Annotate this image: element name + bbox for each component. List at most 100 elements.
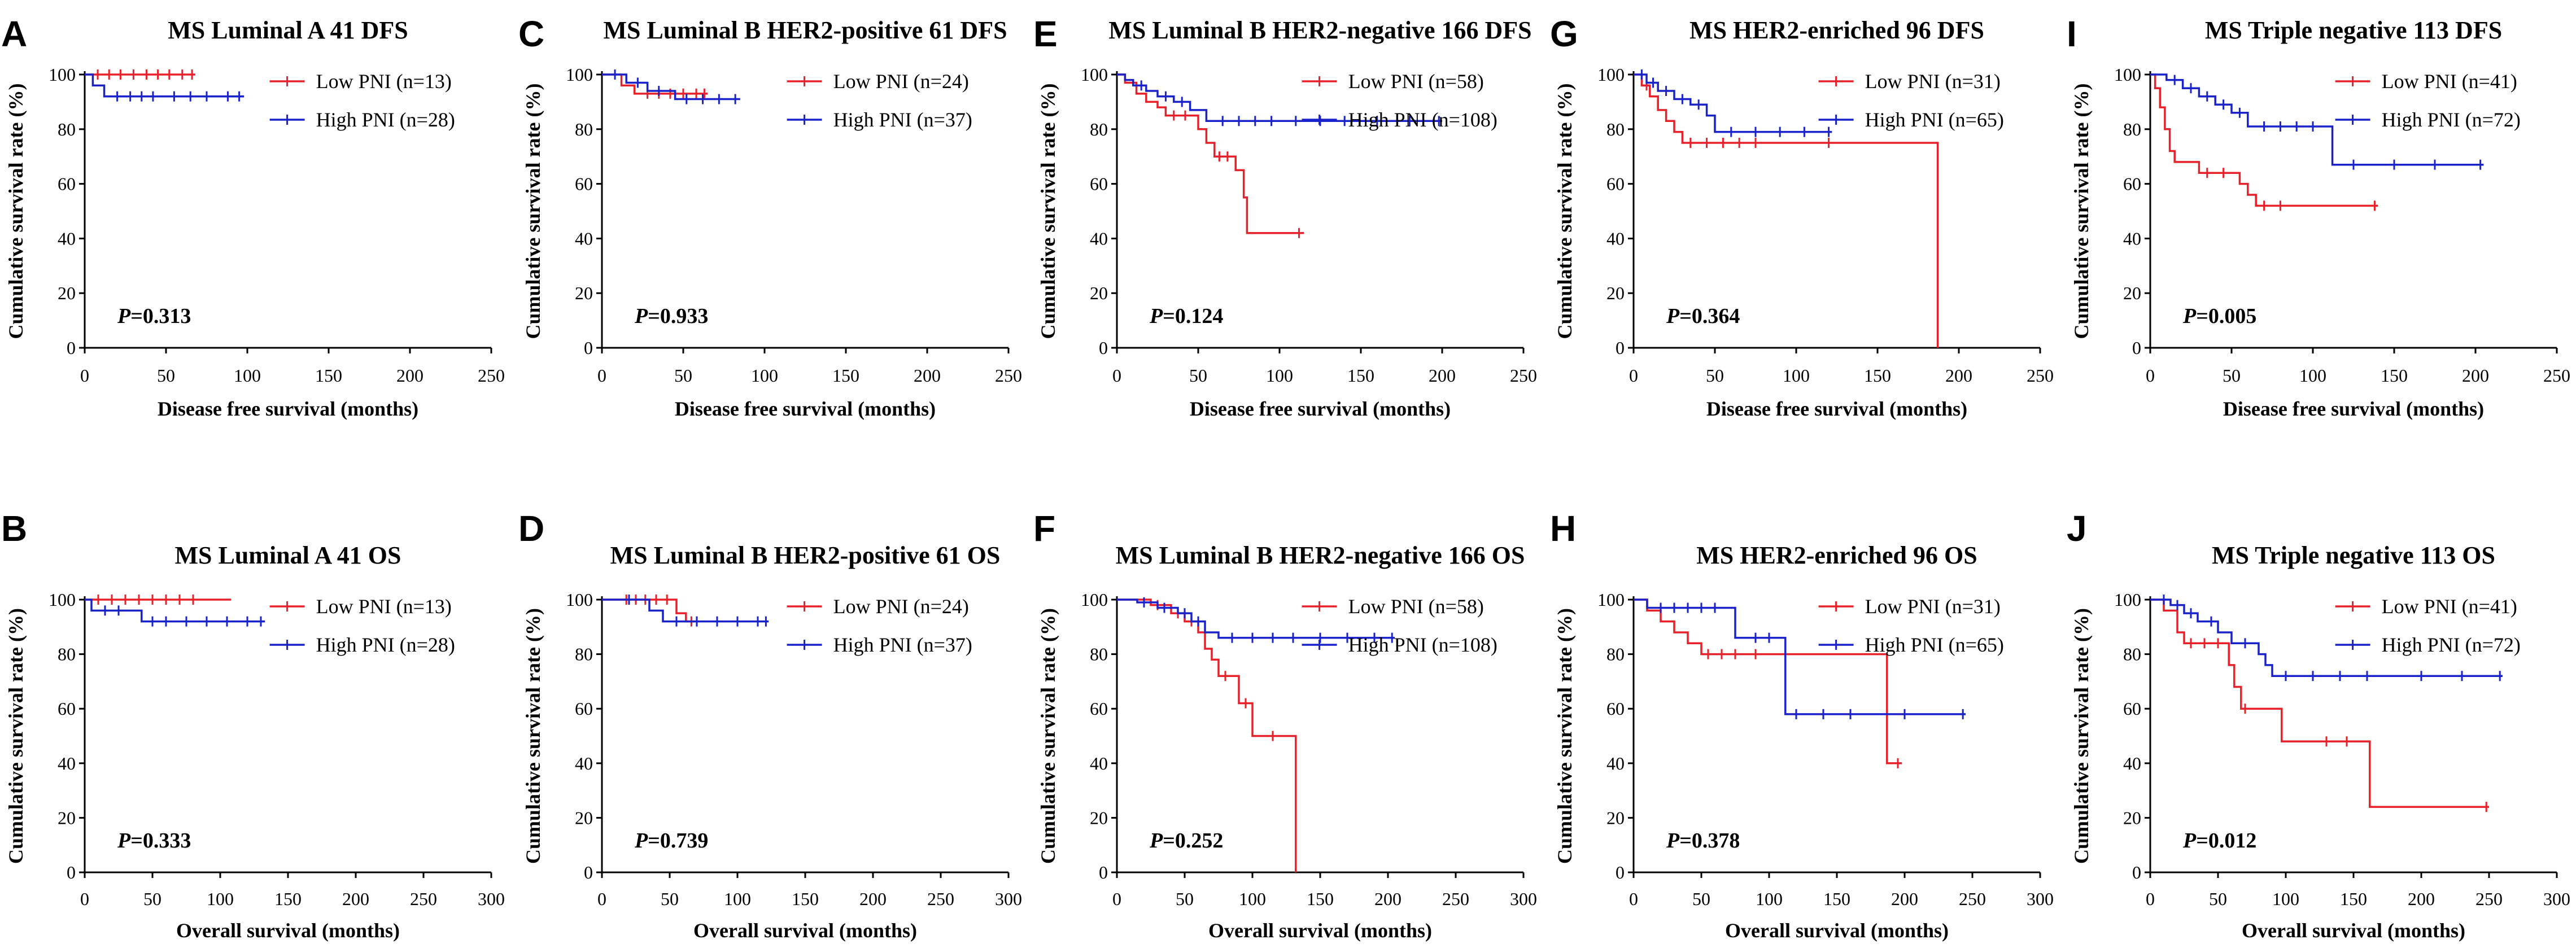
- y-tick-label: 80: [1090, 644, 1108, 665]
- x-axis-label: Overall survival (months): [1725, 919, 1949, 942]
- chart-title: MS Luminal A 41 OS: [174, 541, 401, 569]
- survival-curve: [2150, 598, 2489, 808]
- legend-label: High PNI (n=28): [316, 634, 455, 656]
- legend-label: Low PNI (n=31): [1865, 595, 2001, 618]
- x-tick-label: 150: [1347, 365, 1374, 386]
- panel-letter: B: [1, 508, 27, 549]
- y-axis-label: Cumulative survival rate (%): [5, 608, 27, 864]
- y-tick-label: 0: [1099, 862, 1108, 883]
- panel-i: I MS Triple negative 113 DFS 0 20 40 60 80 100 0…: [2067, 14, 2570, 420]
- survival-curve: [602, 598, 769, 623]
- y-tick-label: 20: [575, 283, 593, 303]
- x-tick-label: 200: [859, 889, 887, 909]
- x-tick-label: 250: [1442, 889, 1469, 909]
- series-high-pni: High PNI (n=65): [1634, 598, 2004, 719]
- x-tick-label: 100: [2299, 365, 2326, 386]
- panel-letter: G: [1550, 14, 1578, 54]
- x-tick-label: 0: [597, 889, 606, 909]
- x-tick-label: 300: [995, 889, 1022, 909]
- x-tick-label: 250: [2027, 365, 2054, 386]
- p-value: =0.933: [648, 304, 708, 328]
- y-tick-label: 20: [58, 807, 76, 828]
- x-tick-label: 0: [1112, 365, 1121, 386]
- p-value: =0.333: [130, 829, 191, 853]
- y-tick-label: 20: [575, 807, 593, 828]
- x-tick-label: 50: [661, 889, 679, 909]
- y-tick-label: 60: [1606, 174, 1625, 194]
- x-tick-label: 300: [2543, 889, 2570, 909]
- x-tick-label: 250: [410, 889, 437, 909]
- y-tick-label: 20: [58, 283, 76, 303]
- x-tick-label: 150: [2340, 889, 2367, 909]
- y-tick-label: 60: [575, 698, 593, 719]
- x-tick-label: 50: [1706, 365, 1724, 386]
- y-tick-label: 100: [1597, 64, 1625, 85]
- x-tick-label: 200: [342, 889, 369, 909]
- series-high-pni: High PNI (n=28): [85, 73, 455, 131]
- x-tick-label: 50: [157, 365, 175, 386]
- series-high-pni: High PNI (n=72): [2150, 595, 2521, 681]
- x-axis-label: Overall survival (months): [1208, 919, 1432, 942]
- y-tick-label: 60: [1090, 698, 1108, 719]
- legend-label: Low PNI (n=58): [1348, 595, 1484, 618]
- x-tick-label: 200: [1429, 365, 1456, 386]
- legend-label: Low PNI (n=31): [1865, 70, 2001, 93]
- chart-title: MS HER2-enriched 96 OS: [1696, 541, 1977, 569]
- y-tick-label: 40: [58, 753, 76, 774]
- x-tick-label: 250: [478, 365, 505, 386]
- x-tick-label: 100: [1266, 365, 1293, 386]
- x-tick-label: 100: [1239, 889, 1266, 909]
- p-value: =0.739: [648, 829, 708, 853]
- x-tick-label: 0: [2146, 889, 2155, 909]
- x-tick-label: 50: [2223, 365, 2241, 386]
- p-prefix: P: [1149, 304, 1163, 328]
- y-tick-label: 80: [1090, 119, 1108, 139]
- y-tick-label: 80: [1606, 644, 1625, 665]
- series-low-pni: Low PNI (n=41): [2150, 595, 2517, 812]
- panel-h: H MS HER2-enriched 96 OS 0 20 40 60 80 100 0 50 10…: [1550, 508, 2054, 942]
- survival-curve: [602, 73, 740, 101]
- x-tick-label: 200: [914, 365, 941, 386]
- x-tick-label: 100: [751, 365, 778, 386]
- panel-c: C MS Luminal B HER2-positive 61 DFS 0 20 40 6…: [518, 14, 1022, 420]
- chart-title: MS HER2-enriched 96 DFS: [1689, 16, 1984, 44]
- y-tick-label: 40: [1606, 228, 1625, 248]
- chart-title: MS Luminal B HER2-positive 61 DFS: [603, 16, 1007, 44]
- p-value: =0.124: [1163, 304, 1223, 328]
- y-tick-label: 40: [1606, 753, 1625, 774]
- x-axis-label: Disease free survival (months): [1190, 397, 1451, 420]
- panel-b: B MS Luminal A 41 OS 0 20 40 60 80 100 0 50 100 150…: [1, 508, 505, 942]
- x-tick-label: 150: [1864, 365, 1891, 386]
- y-tick-label: 40: [2123, 228, 2141, 248]
- survival-curve: [1634, 598, 1966, 715]
- x-tick-label: 250: [2543, 365, 2570, 386]
- survival-curve: [2150, 73, 2484, 166]
- x-tick-label: 250: [2475, 889, 2503, 909]
- chart-title: MS Luminal A 41 DFS: [168, 16, 408, 44]
- legend-label: High PNI (n=37): [833, 634, 972, 656]
- panel-f: F MS Luminal B HER2-negative 166 OS 0 20 40 6…: [1033, 508, 1537, 942]
- p-prefix: P: [1149, 829, 1163, 853]
- legend-label: High PNI (n=108): [1348, 108, 1497, 131]
- legend-label: Low PNI (n=41): [2382, 70, 2517, 93]
- panel-letter: C: [518, 14, 544, 54]
- x-tick-label: 50: [1176, 889, 1194, 909]
- p-prefix: P: [2182, 304, 2197, 328]
- y-tick-label: 20: [2123, 807, 2141, 828]
- survival-curve: [85, 73, 244, 98]
- chart-title: MS Triple negative 113 OS: [2212, 541, 2495, 569]
- chart-title: MS Triple negative 113 DFS: [2205, 16, 2502, 44]
- p-value-annotation: P=0.739: [634, 829, 708, 853]
- x-tick-label: 100: [2272, 889, 2299, 909]
- y-tick-label: 60: [2123, 698, 2141, 719]
- y-axis-label: Cumulative survival rate (%): [1037, 608, 1059, 864]
- x-axis-label: Disease free survival (months): [675, 397, 936, 420]
- p-value: =0.378: [1679, 829, 1740, 853]
- p-prefix: P: [117, 304, 131, 328]
- series-low-pni: Low PNI (n=13): [85, 595, 452, 618]
- survival-curve: [602, 598, 695, 623]
- legend-label: High PNI (n=72): [2382, 634, 2521, 656]
- p-prefix: P: [1666, 829, 1680, 853]
- panel-letter: F: [1033, 508, 1055, 549]
- p-prefix: P: [117, 829, 131, 853]
